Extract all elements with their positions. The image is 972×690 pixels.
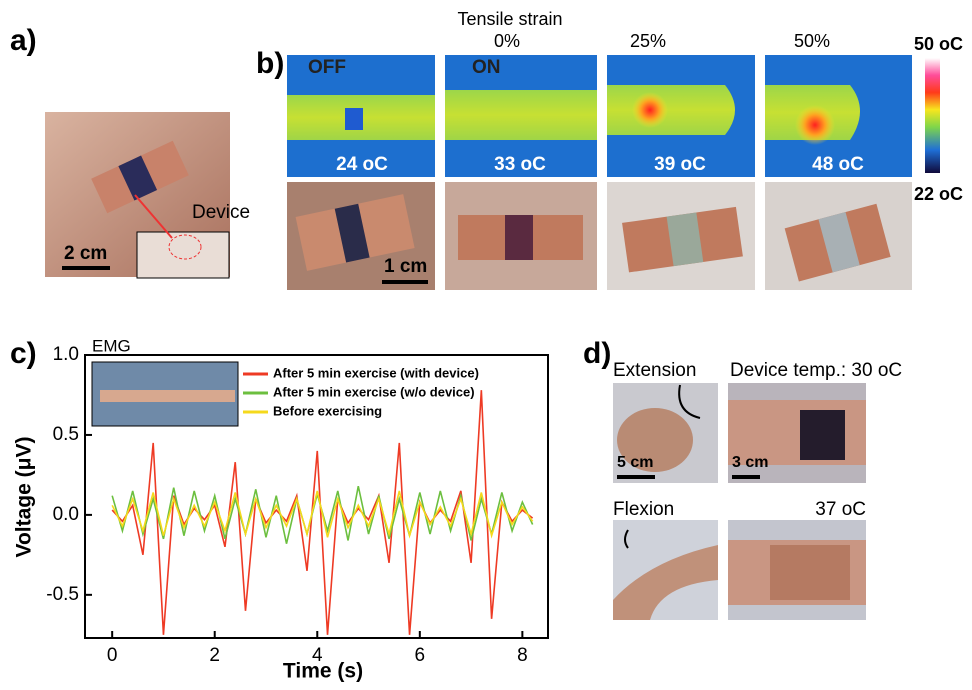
device-label: Device bbox=[192, 202, 250, 223]
panel-label: b) bbox=[256, 47, 284, 80]
y-tick-label: 1.0 bbox=[53, 344, 79, 365]
x-tick-label: 0 bbox=[107, 645, 118, 666]
y-axis-title: Voltage (μV) bbox=[13, 437, 36, 558]
scale-label: 5 cm bbox=[617, 454, 653, 471]
inset bbox=[137, 232, 229, 278]
plot bbox=[112, 390, 532, 635]
scale-label: 3 cm bbox=[732, 454, 768, 471]
caption: Flexion bbox=[613, 499, 674, 520]
legend-label: Before exercising bbox=[273, 403, 382, 418]
scale-label: 2 cm bbox=[64, 243, 107, 264]
x-tick-label: 6 bbox=[415, 645, 426, 666]
panel-label: d) bbox=[583, 337, 611, 370]
page: a) Device 2 cm b) Tensile strain 0% 25% … bbox=[0, 0, 972, 690]
x-tick-label: 8 bbox=[517, 645, 528, 666]
panel-label: c) bbox=[10, 337, 37, 370]
scale-label: 1 cm bbox=[384, 256, 427, 277]
figure: a) Device 2 cm b) Tensile strain 0% 25% … bbox=[0, 0, 972, 690]
colorbar-max: 50 oC bbox=[914, 34, 963, 54]
colorbar-min: 22 oC bbox=[914, 184, 963, 204]
y-tick-label: 0.5 bbox=[53, 424, 79, 445]
y-tick-label: -0.5 bbox=[46, 584, 79, 605]
y-tick-label: 0.0 bbox=[53, 504, 79, 525]
inset-label: EMG bbox=[92, 336, 131, 355]
caption: Extension bbox=[613, 360, 696, 381]
arm bbox=[100, 390, 235, 402]
panel-label: a) bbox=[10, 24, 37, 57]
caption: 37 oC bbox=[815, 499, 866, 520]
caption: Device temp.: 30 oC bbox=[730, 360, 902, 381]
legend-label: After 5 min exercise (with device) bbox=[273, 365, 479, 380]
temp: 48 oC bbox=[812, 154, 864, 175]
strain: 25% bbox=[630, 31, 666, 51]
header: Tensile strain bbox=[457, 9, 562, 29]
temp: 33 oC bbox=[494, 154, 546, 175]
x-tick-label: 4 bbox=[312, 645, 323, 666]
legend-label: After 5 min exercise (w/o device) bbox=[273, 384, 475, 399]
strain: 50% bbox=[794, 31, 830, 51]
temp: 39 oC bbox=[654, 154, 706, 175]
strain: 0% bbox=[494, 31, 520, 51]
x-tick-label: 2 bbox=[209, 645, 220, 666]
colorbar bbox=[925, 58, 940, 173]
photos bbox=[287, 182, 912, 290]
x-axis-title: Time (s) bbox=[283, 660, 363, 683]
state: OFF bbox=[308, 57, 346, 78]
temp: 24 oC bbox=[336, 154, 388, 175]
state: ON bbox=[472, 57, 501, 78]
